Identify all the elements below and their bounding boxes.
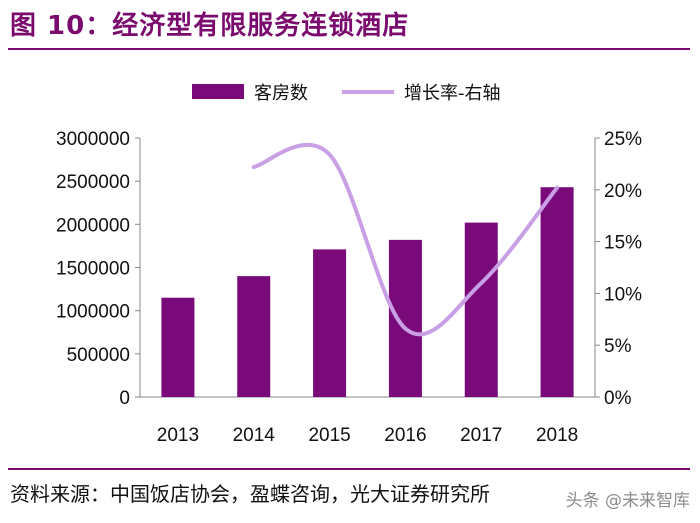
y-left-tick-label: 2000000 [56, 215, 130, 236]
bar-2014 [237, 276, 271, 397]
line-series [251, 142, 560, 337]
growth-rate-line [251, 142, 560, 337]
bar-series [161, 187, 574, 397]
y-axis-left: 0 500000 1000000 1500000 2000000 2500000 30000… [56, 129, 141, 409]
y-right-tick-label: 15% [604, 233, 642, 254]
combo-chart: 客房数 增长率-右轴 0 500000 1000000 1500000 2000000 25… [56, 83, 642, 446]
y-right-tick-label: 10% [604, 284, 642, 305]
title-divider [8, 48, 690, 50]
x-tick-label: 2013 [157, 425, 199, 446]
y-right-tick-label: 0% [604, 388, 632, 409]
source-divider [8, 468, 690, 470]
source-note: 资料来源：中国饭店协会，盈蝶咨询，光大证券研究所 [10, 482, 490, 506]
y-left-tick-label: 3000000 [56, 129, 130, 150]
watermark: 头条 @未来智库 [565, 491, 690, 511]
legend-bar-label: 客房数 [254, 83, 308, 104]
y-left-tick-label: 1000000 [56, 302, 130, 323]
y-right-tick-label: 5% [604, 336, 632, 357]
x-axis: 2013 2014 2015 2016 2017 2018 [140, 396, 595, 446]
y-left-tick-label: 1500000 [56, 259, 130, 280]
legend-line-label: 增长率-右轴 [404, 83, 501, 104]
y-right-tick-label: 25% [604, 129, 642, 150]
y-axis-right: 0% 5% 10% 15% 20% 25% [594, 129, 642, 409]
bar-2017 [464, 222, 498, 397]
y-left-tick-label: 2500000 [56, 172, 130, 193]
bar-2018 [540, 187, 574, 397]
figure-title: 图 10：经济型有限服务连锁酒店 [10, 11, 410, 41]
y-left-tick-label: 0 [119, 388, 130, 409]
legend-bar-swatch [192, 84, 244, 99]
x-tick-label: 2017 [460, 425, 502, 446]
chart-legend: 客房数 增长率-右轴 [192, 83, 501, 104]
x-tick-label: 2014 [233, 425, 276, 446]
x-tick-label: 2018 [536, 425, 578, 446]
y-left-tick-label: 500000 [67, 345, 130, 366]
y-right-tick-label: 20% [604, 181, 642, 202]
x-tick-label: 2015 [308, 425, 350, 446]
bar-2015 [313, 249, 347, 397]
x-tick-label: 2016 [384, 425, 426, 446]
bar-2016 [388, 239, 422, 397]
bar-2013 [161, 297, 195, 397]
